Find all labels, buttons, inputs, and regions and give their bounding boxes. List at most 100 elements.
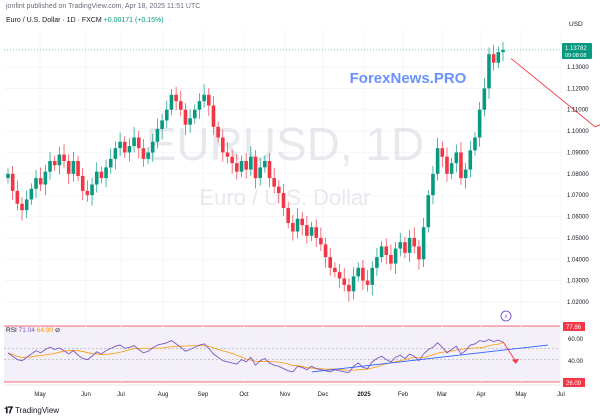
candle-down xyxy=(267,161,272,179)
rsi-badge-upper-bg xyxy=(563,322,585,331)
price-countdown: 09:08:08 xyxy=(565,53,586,59)
candle-down xyxy=(15,190,20,204)
candle-down xyxy=(277,186,281,194)
candle-down xyxy=(221,137,225,153)
candle-up xyxy=(118,141,122,149)
time-tick-label: Jul xyxy=(557,392,565,398)
candle-up xyxy=(197,101,202,110)
candle-up xyxy=(351,276,356,292)
candle-up xyxy=(295,218,300,232)
candle-down xyxy=(412,237,417,247)
candle-down xyxy=(459,152,463,179)
rsi-label: RSI xyxy=(6,327,17,334)
candle-up xyxy=(132,137,136,147)
candle-up xyxy=(90,184,94,196)
candle-down xyxy=(230,156,234,164)
price-axis[interactable]: USD 1.13000 1.12000 1.11000 1.10000 1.09000 1… xyxy=(567,21,589,306)
footer[interactable]: 𝟏𝟕 TradingView xyxy=(4,405,59,416)
candles xyxy=(4,42,560,302)
time-tick-label: Jun xyxy=(81,392,91,398)
candle-down xyxy=(235,163,239,172)
candle-down xyxy=(62,154,66,161)
time-tick-label: Nov xyxy=(280,392,291,398)
candle-up xyxy=(48,161,52,172)
candle-up xyxy=(477,109,482,138)
tradingview-logo-icon[interactable]: 𝟏𝟕 xyxy=(4,405,13,415)
price-tick-label: 1.04000 xyxy=(567,257,589,263)
candle-down xyxy=(337,272,342,279)
candle-up xyxy=(150,141,155,153)
candle-down xyxy=(99,171,104,179)
candle-up xyxy=(431,173,435,196)
time-axis[interactable]: May Jun Jul Aug Sep Oct Nov Dec 2025 Feb Mar Apr May… xyxy=(34,392,565,398)
rsi-band xyxy=(4,326,560,382)
candle-up xyxy=(454,152,459,164)
rsi-legend[interactable]: RSI 71.04 64.90 ⊘ xyxy=(6,326,60,334)
candle-up xyxy=(169,94,174,110)
rsi-badge-upper: 77.86 xyxy=(566,325,582,331)
publish-info: jonfint published on TradingView.com, Ap… xyxy=(6,3,201,10)
price-tick-label: 1.05000 xyxy=(567,236,589,242)
price-tick-label: 1.08000 xyxy=(567,172,589,178)
candle-up xyxy=(24,199,29,211)
candle-down xyxy=(76,161,80,176)
candle-down xyxy=(244,161,248,170)
candle-down xyxy=(361,267,365,281)
candle-down xyxy=(333,267,337,273)
rsi-badge-lower: 26.09 xyxy=(566,381,582,387)
rsi-axis: 60.00 40.00 77.86 26.09 xyxy=(563,322,585,387)
candle-down xyxy=(20,203,24,211)
candle-up xyxy=(370,267,375,285)
currency-label: USD xyxy=(569,21,583,28)
candle-down xyxy=(305,225,309,236)
candle-up xyxy=(155,128,160,142)
candle-down xyxy=(347,284,351,292)
candle-down xyxy=(38,178,43,185)
rsi-line xyxy=(7,338,504,373)
candle-down xyxy=(342,278,347,285)
last-price-tag: 1.13782 09:08:08 xyxy=(562,43,592,59)
price-pane[interactable] xyxy=(4,30,560,322)
rsi-settings-icon[interactable]: ⊘ xyxy=(54,327,61,334)
candle-up xyxy=(473,137,477,151)
candle-up xyxy=(6,173,10,179)
candle-up xyxy=(487,54,491,89)
candle-down xyxy=(52,161,57,166)
candle-up xyxy=(501,49,505,53)
price-tick-label: 1.02000 xyxy=(567,300,589,306)
candle-up xyxy=(356,267,361,277)
price-tick-label: 1.07000 xyxy=(567,193,589,199)
candle-up xyxy=(146,152,150,159)
forecast-line xyxy=(510,58,600,128)
candle-up xyxy=(435,148,440,174)
candle-up xyxy=(108,158,113,168)
price-tick-label: 1.06000 xyxy=(567,215,589,221)
symbol-info: Euro / U.S. Dollar · 1D · FXCM +0.00171 … xyxy=(6,17,164,24)
candle-down xyxy=(445,156,449,174)
rsi-ma-value: 64.90 xyxy=(36,327,54,334)
alert-icon[interactable]: ⚡ xyxy=(500,310,512,322)
rsi-indicator xyxy=(4,338,560,373)
price-tick-label: 1.11000 xyxy=(567,108,589,114)
candle-up xyxy=(393,248,398,264)
candle-down xyxy=(10,173,15,191)
candle-down xyxy=(314,227,319,238)
candle-up xyxy=(94,171,99,185)
candle-down xyxy=(281,193,286,208)
rsi-forecast-line xyxy=(502,341,517,363)
candle-down xyxy=(122,141,127,153)
candle-down xyxy=(178,101,183,110)
candle-down xyxy=(319,237,323,245)
candle-up xyxy=(407,237,412,253)
candle-up xyxy=(398,242,403,249)
candle-down xyxy=(389,255,393,264)
candle-up xyxy=(34,178,38,189)
candle-up xyxy=(57,154,62,166)
price-tick-label: 1.10000 xyxy=(567,129,589,135)
candle-down xyxy=(207,94,211,106)
candle-down xyxy=(85,190,90,196)
footer-brand[interactable]: TradingView xyxy=(15,406,60,415)
candle-down xyxy=(253,156,258,179)
candle-up xyxy=(421,227,426,260)
